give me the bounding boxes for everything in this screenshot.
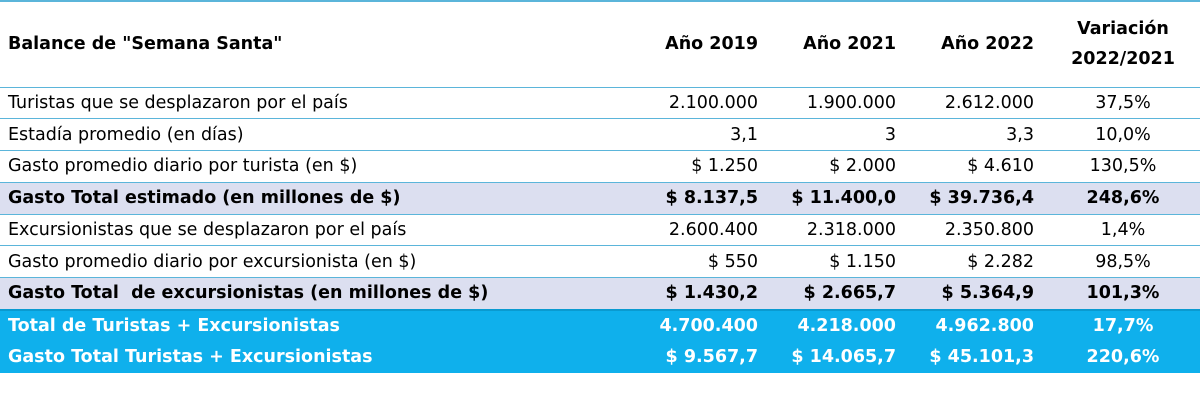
cell-variation: 10,0%	[1046, 118, 1200, 152]
header-label: Balance de "Semana Santa"	[0, 0, 632, 88]
row-label: Estadía promedio (en días)	[0, 118, 632, 152]
balance-table: Balance de "Semana Santa" Año 2019 Año 2…	[0, 0, 1200, 374]
header-year-2022: Año 2022	[908, 0, 1046, 88]
cell-variation: 37,5%	[1046, 87, 1200, 120]
cell-2021: $ 1.150	[770, 245, 908, 279]
row-label: Gasto promedio diario por turista (en $)	[0, 150, 632, 183]
cell-2021: $ 2.000	[770, 150, 908, 183]
cell-2019: $ 8.137,5	[632, 182, 770, 215]
cell-2022: 2.612.000	[908, 87, 1046, 120]
cell-2022: $ 45.101,3	[908, 341, 1046, 374]
cell-variation: 98,5%	[1046, 245, 1200, 279]
cell-2019: 4.700.400	[632, 308, 770, 342]
cell-2019: $ 550	[632, 245, 770, 279]
table-row: Estadía promedio (en días) 3,1 3 3,3 10,…	[0, 118, 1200, 152]
cell-2022: 4.962.800	[908, 308, 1046, 342]
total-row-excursionists: Gasto Total de excursionistas (en millon…	[0, 277, 1200, 311]
cell-variation: 101,3%	[1046, 277, 1200, 311]
cell-2021: 4.218.000	[770, 308, 908, 342]
cell-2019: $ 1.250	[632, 150, 770, 183]
grand-total-row-spending: Gasto Total Turistas + Excursionistas $ …	[0, 341, 1200, 374]
grand-total-row-people: Total de Turistas + Excursionistas 4.700…	[0, 308, 1200, 342]
cell-variation: 17,7%	[1046, 308, 1200, 342]
row-label: Gasto Total Turistas + Excursionistas	[0, 341, 632, 374]
cell-2021: 1.900.000	[770, 87, 908, 120]
cell-2019: 3,1	[632, 118, 770, 152]
cell-2021: $ 11.400,0	[770, 182, 908, 215]
cell-2022: $ 4.610	[908, 150, 1046, 183]
row-label: Turistas que se desplazaron por el país	[0, 87, 632, 120]
cell-2019: 2.600.400	[632, 214, 770, 247]
cell-2021: $ 14.065,7	[770, 341, 908, 374]
cell-2022: $ 5.364,9	[908, 277, 1046, 311]
cell-variation: 1,4%	[1046, 214, 1200, 247]
cell-2021: $ 2.665,7	[770, 277, 908, 311]
header-year-2021: Año 2021	[770, 0, 908, 88]
table-row: Turistas que se desplazaron por el país …	[0, 87, 1200, 120]
row-label: Gasto Total estimado (en millones de $)	[0, 182, 632, 215]
header-variation-line1: Variación	[1077, 19, 1169, 40]
header-year-2019: Año 2019	[632, 0, 770, 88]
total-row-tourists: Gasto Total estimado (en millones de $) …	[0, 182, 1200, 215]
cell-2021: 2.318.000	[770, 214, 908, 247]
cell-2022: $ 2.282	[908, 245, 1046, 279]
header-row: Balance de "Semana Santa" Año 2019 Año 2…	[0, 0, 1200, 88]
table-row: Gasto promedio diario por turista (en $)…	[0, 150, 1200, 183]
cell-2022: 3,3	[908, 118, 1046, 152]
row-label: Excursionistas que se desplazaron por el…	[0, 214, 632, 247]
header-variation: Variación 2022/2021	[1046, 0, 1200, 88]
cell-variation: 248,6%	[1046, 182, 1200, 215]
cell-2022: 2.350.800	[908, 214, 1046, 247]
cell-variation: 220,6%	[1046, 341, 1200, 374]
cell-variation: 130,5%	[1046, 150, 1200, 183]
row-label: Gasto Total de excursionistas (en millon…	[0, 277, 632, 311]
table-row: Gasto promedio diario por excursionista …	[0, 245, 1200, 279]
header-variation-line2: 2022/2021	[1071, 49, 1175, 70]
cell-2019: $ 1.430,2	[632, 277, 770, 311]
row-label: Gasto promedio diario por excursionista …	[0, 245, 632, 279]
cell-2021: 3	[770, 118, 908, 152]
cell-2019: 2.100.000	[632, 87, 770, 120]
table-row: Excursionistas que se desplazaron por el…	[0, 214, 1200, 247]
cell-2019: $ 9.567,7	[632, 341, 770, 374]
cell-2022: $ 39.736,4	[908, 182, 1046, 215]
row-label: Total de Turistas + Excursionistas	[0, 308, 632, 342]
